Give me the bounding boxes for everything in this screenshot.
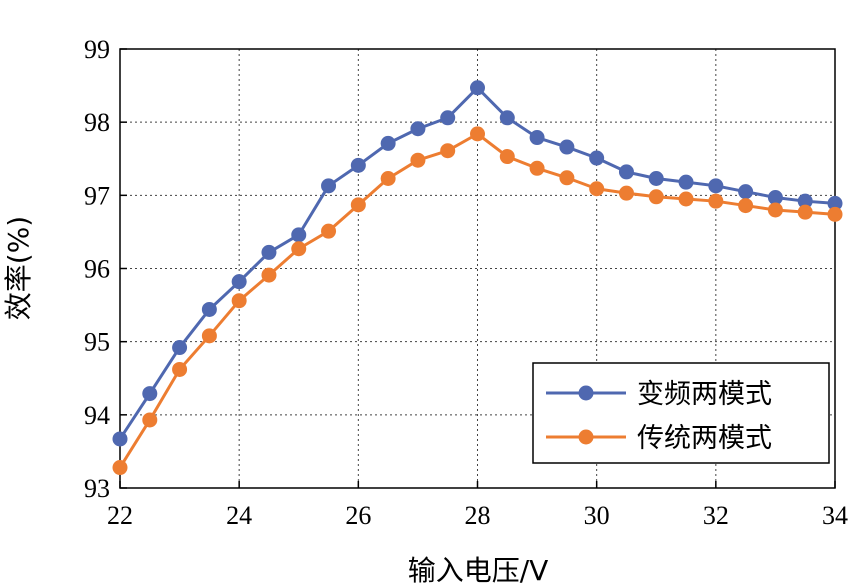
y-tick-label: 93 [84, 474, 110, 503]
legend-box [532, 362, 830, 464]
data-point [767, 202, 783, 218]
series-2 [112, 126, 843, 476]
data-point [499, 110, 515, 126]
y-tick-label: 95 [84, 328, 110, 357]
x-tick-label: 34 [822, 501, 848, 530]
x-tick-label: 24 [226, 501, 252, 530]
data-point [201, 301, 217, 317]
data-point [142, 412, 158, 428]
data-point [201, 328, 217, 344]
legend-swatch-marker [578, 429, 594, 445]
data-point [648, 171, 664, 187]
data-point [708, 178, 724, 194]
data-point [261, 244, 277, 260]
data-point [291, 227, 307, 243]
x-tick-label: 30 [584, 501, 610, 530]
y-tick-label: 98 [84, 108, 110, 137]
data-point [410, 152, 426, 168]
legend-label: 变频两模式 [637, 379, 772, 410]
data-point [410, 121, 426, 137]
y-tick-label: 97 [84, 181, 110, 210]
data-point [678, 174, 694, 190]
data-point [261, 267, 277, 283]
data-point [678, 191, 694, 207]
data-point [648, 189, 664, 205]
legend-swatch-marker [578, 385, 594, 401]
data-point [529, 130, 545, 146]
y-tick-label: 99 [84, 35, 110, 64]
legend-label: 传统两模式 [637, 423, 772, 454]
y-tick-label: 96 [84, 255, 110, 284]
data-point [529, 160, 545, 176]
data-point [470, 126, 485, 142]
legend-item: 传统两模式 [546, 423, 772, 454]
data-point [559, 139, 575, 155]
data-point [321, 223, 337, 239]
data-point [440, 110, 456, 126]
data-point [589, 181, 605, 197]
data-point [321, 178, 337, 194]
data-point [767, 190, 783, 206]
data-point [470, 80, 485, 96]
data-point [440, 143, 456, 159]
data-point [112, 460, 128, 476]
data-point [708, 193, 724, 209]
data-point [797, 193, 813, 209]
data-point [112, 431, 128, 447]
y-axis-label: 效率(%) [2, 216, 35, 320]
data-point [738, 198, 754, 214]
y-axis-ticks: 93 94 95 96 97 98 99 [84, 35, 127, 503]
data-point [350, 197, 366, 213]
data-point [738, 184, 754, 200]
data-point [499, 149, 515, 165]
x-axis-label: 输入电压/V [408, 554, 549, 587]
data-series [112, 80, 843, 476]
x-tick-label: 28 [465, 501, 491, 530]
data-point [589, 150, 605, 166]
data-point [797, 204, 813, 220]
data-point [291, 241, 307, 257]
x-tick-label: 26 [345, 501, 371, 530]
data-point [142, 386, 158, 402]
x-axis-ticks: 22 24 26 28 30 32 34 [107, 481, 848, 530]
x-tick-label: 32 [703, 501, 729, 530]
series-1 [112, 80, 843, 447]
data-point [618, 185, 634, 201]
data-point [172, 361, 188, 377]
data-point [559, 170, 575, 186]
data-point [350, 157, 366, 173]
data-point [827, 206, 843, 222]
data-point [172, 340, 188, 356]
legend-item: 变频两模式 [546, 379, 772, 410]
x-tick-label: 22 [107, 501, 133, 530]
data-point [231, 274, 247, 290]
y-tick-label: 94 [84, 401, 110, 430]
data-point [618, 164, 634, 180]
data-point [827, 195, 843, 211]
data-point [380, 171, 396, 187]
data-point [380, 135, 396, 151]
data-point [231, 293, 247, 309]
